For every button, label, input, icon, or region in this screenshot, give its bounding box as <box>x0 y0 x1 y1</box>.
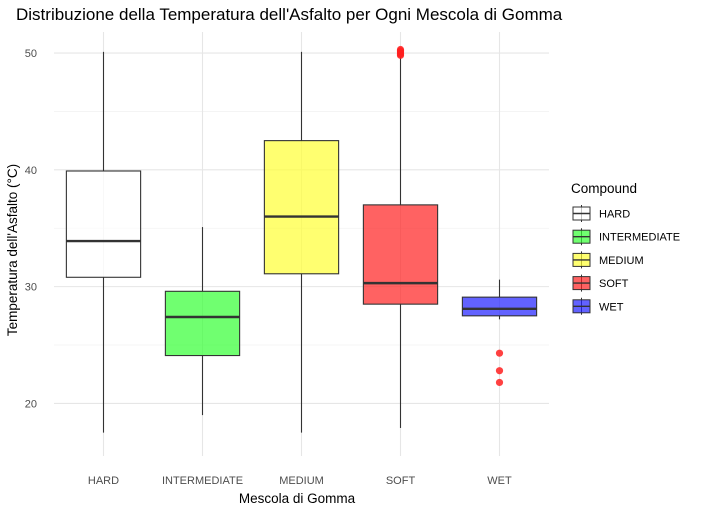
x-axis-ticks: HARD INTERMEDIATE MEDIUM SOFT WET <box>88 475 512 487</box>
box-rect <box>362 204 439 305</box>
box-rect <box>164 290 241 357</box>
box-soft <box>362 45 439 428</box>
legend-title: Compound <box>571 181 637 196</box>
box-rect <box>263 140 340 275</box>
box-medium <box>263 51 340 433</box>
legend-item-intermediate: INTERMEDIATE <box>572 228 680 246</box>
y-axis-ticks: 20 30 40 50 <box>25 48 37 410</box>
legend-label: INTERMEDIATE <box>599 232 680 244</box>
box-intermediate <box>164 227 241 416</box>
legend-item-soft: SOFT <box>572 274 629 292</box>
x-tick-label: MEDIUM <box>279 475 324 487</box>
plot-boxes <box>65 45 538 433</box>
x-tick-label: INTERMEDIATE <box>162 475 243 487</box>
y-tick-label: 20 <box>25 398 37 410</box>
outlier-point <box>396 45 405 54</box>
legend-item-medium: MEDIUM <box>572 251 644 269</box>
legend-label: HARD <box>599 209 630 221</box>
x-tick-label: SOFT <box>386 475 416 487</box>
y-tick-label: 50 <box>25 48 37 60</box>
outlier-point <box>495 378 504 387</box>
legend-label: MEDIUM <box>599 255 644 267</box>
x-tick-label: HARD <box>88 475 119 487</box>
legend-item-hard: HARD <box>572 205 630 222</box>
outlier-point <box>495 367 504 375</box>
box-hard <box>65 51 142 433</box>
y-tick-label: 40 <box>25 165 37 177</box>
legend: Compound HARD INTERMEDIATE MEDIUM SOFT WET <box>571 181 680 315</box>
box-wet <box>461 279 538 387</box>
x-tick-label: WET <box>487 475 512 487</box>
outlier-point <box>495 349 504 357</box>
box-rect <box>461 296 538 317</box>
y-tick-label: 30 <box>25 282 37 294</box>
x-axis-title: Mescola di Gomma <box>239 491 356 506</box>
legend-label: WET <box>599 301 624 313</box>
chart-title: Distribuzione della Temperatura dell'Asf… <box>16 5 563 24</box>
legend-label: SOFT <box>599 278 629 290</box>
y-axis-title: Temperatura dell'Asfalto (°C) <box>5 164 20 336</box>
legend-item-wet: WET <box>572 297 624 315</box>
box-rect <box>65 170 142 278</box>
